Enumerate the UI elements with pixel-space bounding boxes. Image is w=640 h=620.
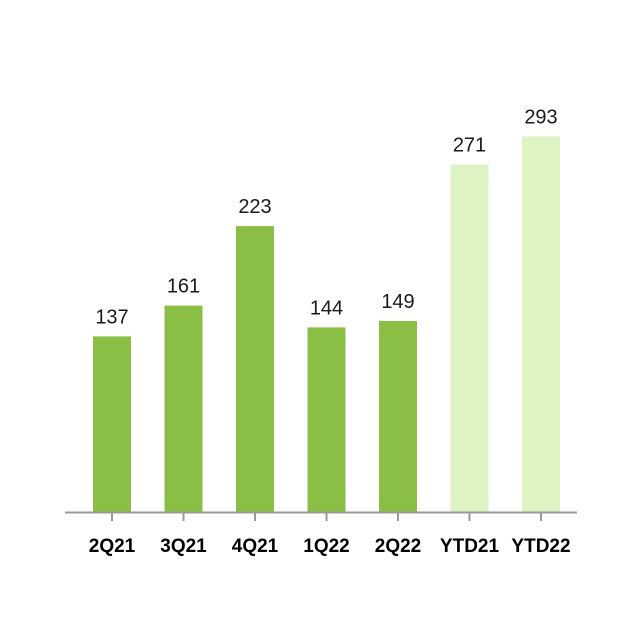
value-label-2q21: 137 [95,306,128,328]
value-label-4q21: 223 [238,196,271,218]
x-axis-tick-labels-group: 2Q21 3Q21 4Q21 1Q22 2Q22 YTD21 YTD22 [89,536,571,557]
bar-ytd21 [450,164,489,512]
value-label-3q21: 161 [167,276,200,298]
bar-3q21 [164,305,203,512]
bar-2q21 [93,336,131,512]
x-tick-label-1q22: 1Q22 [303,536,349,557]
x-axis-ticks-group [111,512,542,521]
x-tick-label-3q21: 3Q21 [160,536,207,557]
bar-2q22 [379,321,417,512]
x-tick-label-2q21: 2Q21 [89,536,136,557]
bars-group [93,136,560,512]
value-label-ytd22: 293 [524,106,557,128]
x-tick-label-2q22: 2Q22 [375,536,421,557]
bar-ytd22 [522,136,560,512]
x-tick-label-4q21: 4Q21 [232,536,279,557]
bar-4q21 [236,226,274,512]
value-labels-group: 137 161 223 144 149 271 293 [95,106,557,328]
x-tick-label-ytd21: YTD21 [440,536,500,557]
value-label-1q22: 144 [310,297,343,319]
value-label-ytd21: 271 [453,135,486,157]
bar-1q22 [307,327,346,512]
x-tick-label-ytd22: YTD22 [511,536,570,557]
value-label-2q22: 149 [381,291,414,313]
